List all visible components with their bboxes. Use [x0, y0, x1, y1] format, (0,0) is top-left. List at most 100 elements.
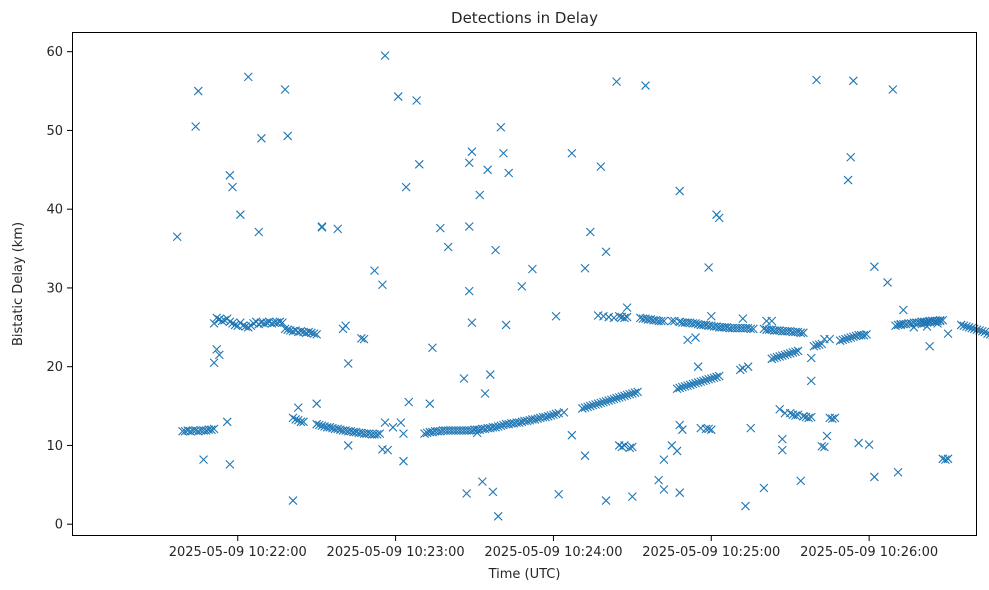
- data-point: [675, 488, 685, 498]
- data-point: [627, 389, 637, 398]
- x-axis-ticks: 2025-05-09 10:22:00 2025-05-09 10:23:00 20…: [169, 536, 938, 560]
- data-point: [472, 428, 482, 438]
- data-point: [696, 377, 706, 387]
- data-point: [383, 445, 393, 455]
- data-point: [612, 393, 621, 403]
- data-point: [230, 320, 240, 330]
- data-point: [704, 374, 714, 384]
- data-point: [601, 496, 611, 505]
- data-point: [620, 391, 629, 401]
- data-point: [288, 413, 298, 423]
- data-point: [804, 413, 814, 423]
- data-point: [841, 334, 850, 344]
- data-point: [883, 278, 892, 287]
- data-point: [838, 335, 848, 345]
- data-point: [467, 147, 477, 157]
- data-point: [735, 365, 745, 375]
- data-point: [772, 352, 782, 362]
- data-point: [788, 348, 798, 357]
- data-point: [699, 376, 708, 386]
- data-point: [220, 315, 229, 325]
- data-point: [983, 329, 989, 339]
- data-point: [217, 316, 227, 326]
- data-point: [199, 455, 208, 465]
- data-point: [956, 320, 966, 330]
- data-point: [817, 441, 827, 451]
- data-point: [580, 403, 590, 413]
- data-point: [793, 410, 803, 420]
- data-point: [798, 328, 808, 338]
- data-point: [212, 313, 222, 323]
- data-point: [785, 408, 795, 418]
- data-point: [359, 334, 369, 344]
- data-point: [317, 421, 327, 431]
- data-point: [559, 407, 569, 417]
- data-point: [893, 467, 903, 477]
- data-point: [293, 415, 303, 425]
- data-point: [546, 411, 556, 420]
- data-point: [412, 96, 422, 105]
- data-point: [443, 242, 453, 252]
- data-point: [588, 400, 598, 410]
- data-point: [580, 263, 590, 273]
- data-point: [659, 485, 669, 494]
- data-point: [704, 424, 714, 434]
- data-point: [620, 441, 629, 450]
- data-point: [812, 341, 821, 350]
- data-point: [741, 501, 750, 511]
- data-point: [388, 422, 398, 432]
- data-point: [701, 375, 711, 385]
- x-tick-label: 2025-05-09 10:24:00: [484, 545, 622, 560]
- data-point: [759, 483, 769, 493]
- x-tick-label: 2025-05-09 10:25:00: [642, 545, 780, 560]
- data-point: [820, 442, 829, 452]
- data-point: [922, 322, 932, 331]
- data-point: [533, 414, 543, 424]
- data-point: [225, 459, 235, 469]
- data-point: [746, 423, 756, 433]
- data-point: [712, 372, 721, 382]
- data-point: [304, 327, 314, 337]
- data-point: [222, 417, 232, 427]
- x-tick-label: 2025-05-09 10:22:00: [169, 545, 307, 560]
- data-point: [898, 305, 908, 315]
- data-point: [709, 373, 719, 383]
- data-point: [517, 281, 527, 291]
- data-point: [380, 51, 390, 61]
- data-point: [675, 383, 685, 393]
- data-point: [333, 224, 343, 234]
- data-point: [617, 392, 627, 402]
- data-point: [404, 397, 414, 407]
- data-point: [312, 419, 322, 429]
- data-point: [541, 412, 550, 422]
- data-point: [685, 380, 695, 390]
- data-point: [683, 381, 692, 390]
- data-point: [933, 318, 942, 328]
- data-point: [257, 133, 266, 143]
- data-point: [317, 222, 327, 231]
- data-point: [462, 489, 472, 498]
- data-point: [491, 422, 500, 432]
- data-point: [688, 379, 698, 389]
- data-point: [770, 353, 779, 363]
- data-point: [614, 393, 624, 402]
- data-point: [812, 75, 821, 85]
- data-point: [459, 374, 469, 383]
- data-point: [606, 395, 616, 405]
- data-point: [859, 330, 869, 340]
- data-point: [530, 415, 540, 424]
- chart-title: Detections in Delay: [451, 9, 598, 27]
- data-point: [775, 404, 785, 414]
- data-point: [843, 333, 853, 343]
- data-point: [504, 168, 514, 178]
- data-point: [420, 429, 429, 439]
- data-point: [864, 440, 874, 450]
- data-point: [214, 350, 224, 360]
- data-point: [888, 85, 898, 94]
- data-point: [777, 351, 787, 361]
- data-point: [827, 414, 837, 424]
- data-point: [480, 389, 490, 398]
- data-point: [593, 399, 603, 409]
- data-point: [622, 312, 632, 322]
- data-point: [291, 415, 301, 424]
